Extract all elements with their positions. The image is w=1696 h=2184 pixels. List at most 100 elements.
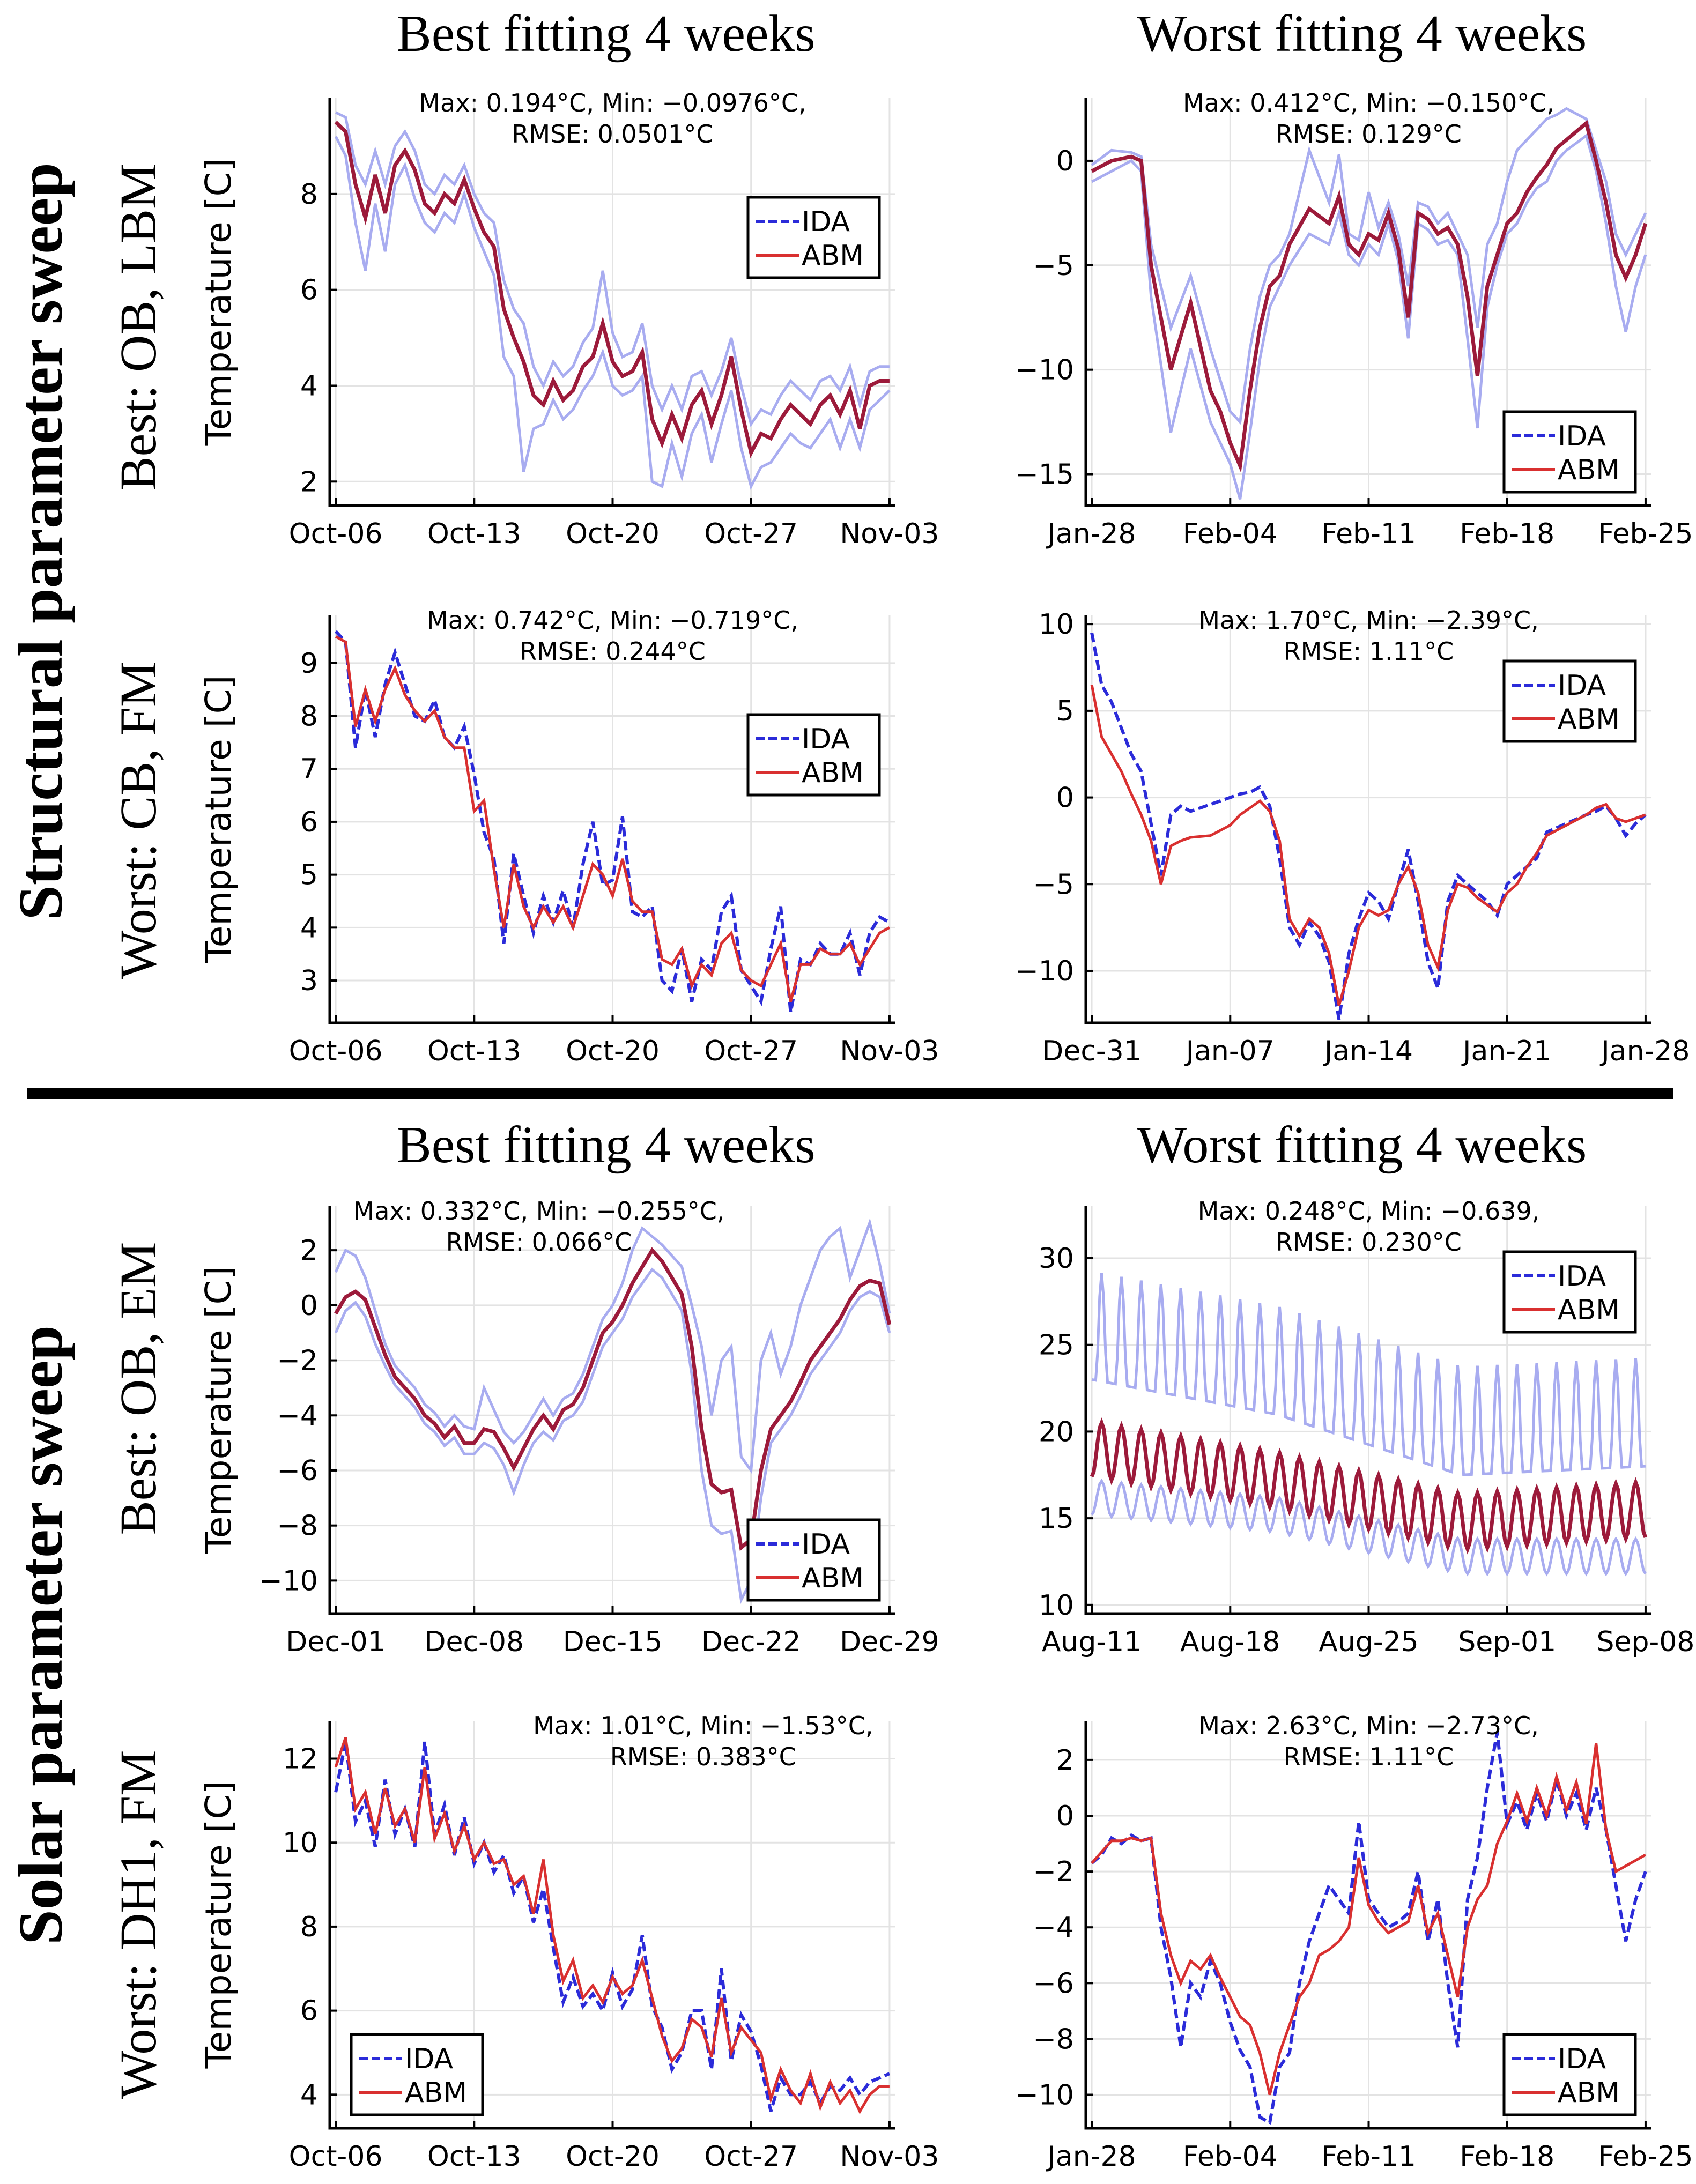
series-ida <box>1090 632 1647 1020</box>
chart-panel-H: Jan-28 Feb-04 Feb-11 Feb-18 Feb-25 −10 −8 −6 −4 −… <box>1015 1711 1693 2173</box>
x-tick-label: Feb-18 <box>1460 2141 1554 2173</box>
x-tick-label: Oct-27 <box>704 2141 798 2173</box>
y-tick-label: −4 <box>277 1400 318 1432</box>
x-tick-label: Sep-08 <box>1596 1626 1694 1658</box>
series-abm <box>334 1247 892 1551</box>
y-tick-label: 15 <box>1039 1503 1074 1535</box>
y-axis-label: Temperature [C] <box>198 1266 239 1555</box>
annotation-line: Max: 0.248°C, Min: −0.639, <box>1198 1197 1540 1225</box>
y-tick-label: 12 <box>283 1743 318 1776</box>
x-tick-label: Dec-01 <box>286 1626 386 1658</box>
legend-ida-label: IDA <box>802 723 850 755</box>
chart-panel-B: Jan-28 Feb-04 Feb-11 Feb-18 Feb-25 −15 −10 −5 0 M… <box>1015 88 1693 550</box>
series-ida <box>334 1741 891 2112</box>
y-tick-label: −2 <box>1033 1856 1074 1888</box>
legend-ida-label: IDA <box>1558 2043 1606 2075</box>
series-ida-band-upper <box>335 111 890 427</box>
y-tick-label: 25 <box>1039 1329 1074 1362</box>
x-tick-label: Jan-21 <box>1461 1035 1551 1067</box>
y-tick-label: 10 <box>1039 608 1074 641</box>
x-tick-label: Oct-20 <box>566 2141 660 2173</box>
y-tick-label: 10 <box>283 1827 318 1859</box>
x-tick-label: Oct-06 <box>289 1035 383 1067</box>
x-tick-label: Oct-13 <box>427 2141 521 2173</box>
series-abm <box>1090 1417 1648 1555</box>
x-tick-label: Oct-20 <box>566 1035 660 1067</box>
annotation-line: RMSE: 0.0501°C <box>512 120 713 148</box>
annotation-line: RMSE: 0.066°C <box>446 1228 632 1257</box>
y-tick-label: 0 <box>300 1290 318 1322</box>
x-tick-label: Aug-11 <box>1042 1626 1142 1658</box>
x-tick-label: Feb-11 <box>1321 2141 1416 2173</box>
panels: Oct-06 Oct-13 Oct-20 Oct-27 Nov-03 2 4 6 8 Temper… <box>198 88 1694 2173</box>
y-axis-label: Temperature [C] <box>198 675 239 964</box>
x-tick-label: Jan-28 <box>1599 1035 1690 1067</box>
y-tick-label: 6 <box>300 806 318 838</box>
row-label-2: Worst: CB, FM <box>109 662 167 979</box>
axis-frame <box>1084 98 1651 507</box>
y-tick-label: −4 <box>1033 1912 1074 1944</box>
x-tick-label: Dec-22 <box>701 1626 801 1658</box>
y-tick-label: 0 <box>1056 145 1074 177</box>
series-ida-band-upper <box>334 1218 891 1474</box>
annotation-line: RMSE: 0.383°C <box>610 1742 796 1771</box>
row-label-3: Best: OB, EM <box>109 1242 167 1535</box>
annotation-line: Max: 0.332°C, Min: −0.255°C, <box>353 1197 725 1225</box>
chart-panel-D: Dec-31 Jan-07 Jan-14 Jan-21 Jan-28 −10 −5 0 5 10 M… <box>1015 606 1690 1067</box>
x-tick-label: Dec-29 <box>840 1626 939 1658</box>
x-tick-label: Dec-31 <box>1042 1035 1142 1067</box>
y-tick-label: −8 <box>1033 2023 1074 2055</box>
y-axis-label: Temperature [C] <box>198 158 239 447</box>
legend-abm-label: ABM <box>405 2077 467 2109</box>
y-tick-label: 4 <box>300 370 318 402</box>
x-tick-label: Nov-03 <box>840 2141 939 2173</box>
legend-ida-label: IDA <box>802 206 850 238</box>
annotation-line: RMSE: 0.129°C <box>1276 120 1462 148</box>
series-ida-band-lower <box>1090 1478 1647 1577</box>
x-tick-label: Jan-14 <box>1323 1035 1413 1067</box>
x-tick-label: Dec-15 <box>563 1626 663 1658</box>
y-tick-label: 4 <box>300 2079 318 2111</box>
legend-abm-label: ABM <box>1558 703 1620 736</box>
y-tick-label: 2 <box>1056 1744 1074 1777</box>
x-tick-label: Nov-03 <box>840 1035 939 1067</box>
y-tick-label: 7 <box>300 753 318 785</box>
col-title-solar-best: Best fitting 4 weeks <box>396 1116 815 1174</box>
y-tick-label: 8 <box>300 701 318 733</box>
y-tick-label: 2 <box>300 1235 318 1267</box>
y-tick-label: −10 <box>1015 955 1074 987</box>
series-abm <box>334 121 890 458</box>
series-abm <box>1091 120 1648 473</box>
y-tick-label: −15 <box>1015 459 1074 491</box>
y-tick-label: 6 <box>300 1995 318 2027</box>
y-axis-label: Temperature [C] <box>198 1781 239 2069</box>
x-tick-label: Oct-27 <box>704 1035 798 1067</box>
axis-frame <box>328 1721 895 2130</box>
chart-panel-G: Oct-06 Oct-13 Oct-20 Oct-27 Nov-03 4 6 8 10 12 Tem… <box>198 1711 939 2173</box>
y-tick-label: −10 <box>1015 2079 1074 2112</box>
axis-frame <box>1084 1721 1651 2130</box>
annotation-line: RMSE: 1.11°C <box>1284 637 1454 666</box>
y-tick-label: −6 <box>1033 1967 1074 2000</box>
chart-panel-A: Oct-06 Oct-13 Oct-20 Oct-27 Nov-03 2 4 6 8 Temper… <box>198 88 939 550</box>
annotation-line: Max: 0.742°C, Min: −0.719°C, <box>427 606 798 635</box>
y-tick-label: −5 <box>1033 868 1074 901</box>
legend-ida-label: IDA <box>405 2043 453 2075</box>
y-tick-label: 8 <box>300 179 318 211</box>
legend-abm-label: ABM <box>802 1562 864 1594</box>
legend-ida-label: IDA <box>1558 1260 1606 1292</box>
series-ida-band-lower <box>334 1267 891 1604</box>
legend-abm-label: ABM <box>802 240 864 272</box>
x-tick-label: Feb-11 <box>1321 518 1416 550</box>
y-tick-label: −10 <box>259 1565 318 1597</box>
section-label-structural: Structural parameter sweep <box>5 162 76 920</box>
section-separator <box>27 1088 1673 1099</box>
row-label-4: Worst: DH1, FM <box>109 1750 167 2099</box>
chart-panel-F: Aug-11 Aug-18 Aug-25 Sep-01 Sep-08 10 15 20 25 30… <box>1039 1197 1695 1658</box>
